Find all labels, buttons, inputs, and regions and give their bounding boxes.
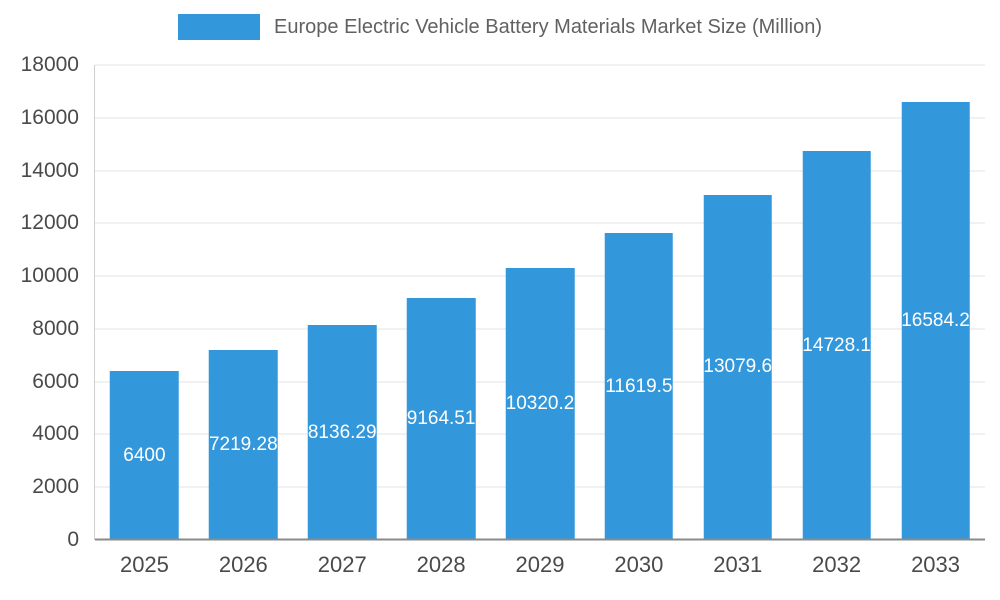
bar-value-label: 6400 bbox=[123, 444, 166, 466]
bar-value-label: 7219.28 bbox=[208, 433, 278, 455]
plot-area: 6400 7219.28 8136.29 9164.51 10320.2 11619.5 1… bbox=[94, 64, 985, 541]
bar-2031[interactable]: 13079.6 bbox=[703, 194, 773, 540]
x-tick-label: 2032 bbox=[812, 552, 862, 577]
x-tick-label: 2025 bbox=[119, 552, 169, 577]
bar-2032[interactable]: 14728.1 bbox=[802, 151, 871, 540]
legend-swatch-icon bbox=[178, 14, 261, 40]
bar-2029[interactable]: 10320.2 bbox=[505, 267, 575, 540]
bar-2027[interactable]: 8136.29 bbox=[308, 325, 377, 540]
x-tick-label: 2027 bbox=[317, 552, 367, 577]
bar-2033[interactable]: 16584.2 bbox=[901, 102, 970, 540]
x-tick-label: 2029 bbox=[515, 552, 565, 577]
y-tick-label: 6000 bbox=[32, 369, 79, 393]
bar-value-label: 14728.1 bbox=[802, 334, 871, 356]
y-axis-line bbox=[94, 65, 95, 540]
x-tick-label: 2033 bbox=[911, 552, 961, 577]
y-tick-label: 18000 bbox=[20, 53, 79, 76]
x-tick-label: 2031 bbox=[713, 552, 763, 577]
y-tick-label: 4000 bbox=[32, 422, 79, 446]
gridline bbox=[95, 64, 985, 66]
y-tick-label: 14000 bbox=[20, 158, 79, 182]
y-tick-label: 16000 bbox=[20, 105, 79, 129]
x-tick-label: 2028 bbox=[416, 552, 466, 577]
bar-value-label: 11619.5 bbox=[605, 375, 673, 397]
y-tick-label: 10000 bbox=[20, 264, 79, 288]
x-axis-labels: 2025 2026 2027 2028 2029 2030 2031 2032 2033 bbox=[95, 552, 985, 588]
gridline bbox=[95, 222, 985, 224]
bar-value-label: 9164.51 bbox=[406, 408, 476, 430]
y-axis-labels: 0 2000 4000 6000 8000 10000 12000 14000 16000 180… bbox=[0, 53, 85, 551]
bar-value-label: 16584.2 bbox=[901, 310, 970, 332]
x-tick-label: 2026 bbox=[218, 552, 268, 577]
x-axis-line bbox=[95, 538, 985, 541]
y-tick-label: 2000 bbox=[32, 475, 79, 499]
y-tick-label: 8000 bbox=[32, 316, 79, 340]
bar-2030[interactable]: 11619.5 bbox=[604, 233, 674, 540]
bar-2025[interactable]: 6400 bbox=[110, 371, 179, 540]
x-tick-label: 2030 bbox=[614, 552, 664, 577]
legend-item[interactable]: Europe Electric Vehicle Battery Material… bbox=[178, 14, 822, 40]
bar-value-label: 13079.6 bbox=[703, 356, 773, 378]
legend-label: Europe Electric Vehicle Battery Material… bbox=[274, 15, 822, 38]
bar-2028[interactable]: 9164.51 bbox=[406, 298, 476, 540]
y-tick-label: 0 bbox=[67, 528, 79, 551]
bar-value-label: 10320.2 bbox=[505, 392, 575, 414]
gridline bbox=[95, 170, 985, 172]
y-tick-label: 12000 bbox=[20, 211, 79, 235]
legend: Europe Electric Vehicle Battery Material… bbox=[0, 14, 1000, 40]
gridline bbox=[95, 117, 985, 119]
bar-2026[interactable]: 7219.28 bbox=[208, 349, 278, 540]
bar-value-label: 8136.29 bbox=[307, 421, 377, 443]
